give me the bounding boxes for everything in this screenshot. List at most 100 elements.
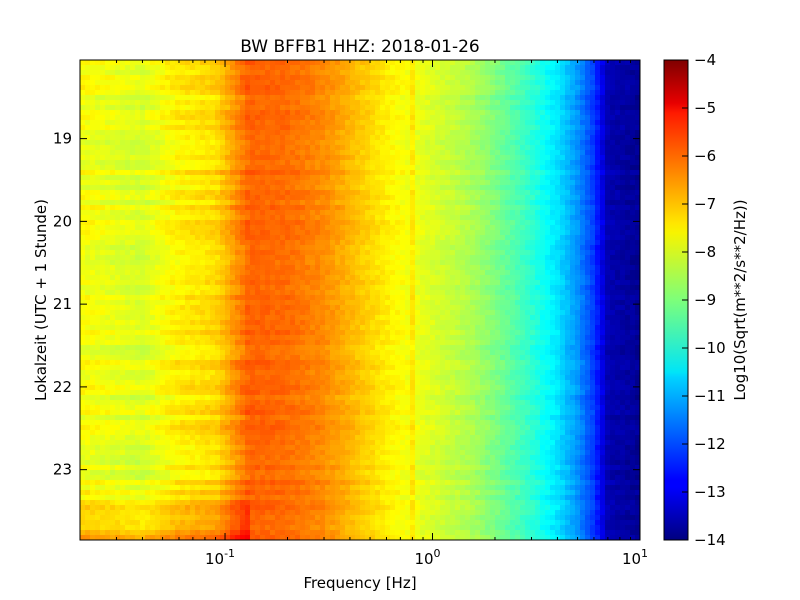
heatmap-cell [130, 225, 136, 231]
heatmap-cell [490, 260, 496, 266]
heatmap-cell [575, 65, 581, 71]
heatmap-cell [265, 235, 271, 241]
heatmap-cell [565, 175, 571, 181]
heatmap-cell [340, 90, 346, 96]
heatmap-cell [170, 195, 176, 201]
heatmap-cell [170, 70, 176, 76]
heatmap-cell [515, 155, 521, 161]
heatmap-cell [415, 210, 421, 216]
heatmap-cell [245, 245, 251, 251]
heatmap-cell [235, 200, 241, 206]
heatmap-cell [215, 255, 221, 261]
heatmap-cell [215, 185, 221, 191]
heatmap-cell [240, 125, 246, 131]
heatmap-cell [615, 135, 621, 141]
heatmap-cell [310, 60, 316, 66]
heatmap-cell [130, 270, 136, 276]
heatmap-cell [160, 95, 166, 101]
heatmap-cell [335, 265, 341, 271]
heatmap-cell [470, 245, 476, 251]
heatmap-cell [305, 235, 311, 241]
heatmap-cell [410, 185, 416, 191]
heatmap-cell [305, 110, 311, 116]
heatmap-cell [300, 230, 306, 236]
heatmap-cell [375, 225, 381, 231]
heatmap-cell [485, 270, 491, 276]
heatmap-cell [330, 70, 336, 76]
heatmap-cell [450, 225, 456, 231]
heatmap-cell [220, 80, 226, 86]
heatmap-cell [345, 125, 351, 131]
heatmap-cell [190, 145, 196, 151]
heatmap-cell [540, 130, 546, 136]
heatmap-cell [295, 80, 301, 86]
heatmap-cell [570, 210, 576, 216]
heatmap-cell [100, 280, 106, 286]
heatmap-cell [560, 105, 566, 111]
heatmap-cell [110, 220, 116, 226]
heatmap-cell [340, 160, 346, 166]
heatmap-cell [455, 150, 461, 156]
heatmap-cell [285, 110, 291, 116]
heatmap-cell [625, 100, 631, 106]
heatmap-cell [210, 125, 216, 131]
heatmap-cell [245, 205, 251, 211]
heatmap-cell [535, 100, 541, 106]
heatmap-cell [375, 65, 381, 71]
heatmap-cell [200, 155, 206, 161]
heatmap-cell [355, 195, 361, 201]
heatmap-cell [445, 165, 451, 171]
heatmap-cell [395, 185, 401, 191]
heatmap-cell [510, 245, 516, 251]
heatmap-cell [415, 70, 421, 76]
heatmap-cell [590, 275, 596, 281]
heatmap-cell [450, 75, 456, 81]
heatmap-cell [405, 235, 411, 241]
heatmap-cell [620, 155, 626, 161]
heatmap-cell [300, 100, 306, 106]
heatmap-cell [595, 190, 601, 196]
heatmap-cell [485, 130, 491, 136]
heatmap-cell [435, 170, 441, 176]
heatmap-cell [480, 205, 486, 211]
heatmap-cell [625, 260, 631, 266]
heatmap-cell [470, 140, 476, 146]
heatmap-cell [195, 220, 201, 226]
heatmap-cell [160, 105, 166, 111]
heatmap-cell [340, 280, 346, 286]
heatmap-cell [610, 70, 616, 76]
heatmap-cell [360, 215, 366, 221]
heatmap-cell [575, 190, 581, 196]
heatmap-cell [175, 265, 181, 271]
heatmap-cell [210, 110, 216, 116]
heatmap-cell [235, 240, 241, 246]
heatmap-cell [130, 95, 136, 101]
heatmap-cell [520, 110, 526, 116]
heatmap-cell [530, 90, 536, 96]
heatmap-cell [415, 165, 421, 171]
heatmap-cell [175, 100, 181, 106]
heatmap-cell [400, 65, 406, 71]
heatmap-cell [305, 125, 311, 131]
heatmap-cell [115, 270, 121, 276]
heatmap-cell [385, 200, 391, 206]
heatmap-cell [455, 100, 461, 106]
heatmap-cell [580, 90, 586, 96]
heatmap-cell [125, 130, 131, 136]
heatmap-cell [200, 95, 206, 101]
heatmap-cell [315, 185, 321, 191]
heatmap-cell [265, 275, 271, 281]
heatmap-cell [110, 120, 116, 126]
heatmap-cell [370, 225, 376, 231]
heatmap-cell [485, 100, 491, 106]
heatmap-cell [210, 260, 216, 266]
heatmap-cell [215, 90, 221, 96]
heatmap-cell [445, 65, 451, 71]
heatmap-cell [320, 85, 326, 91]
heatmap-cell [330, 90, 336, 96]
heatmap-cell [220, 205, 226, 211]
heatmap-cell [605, 115, 611, 121]
heatmap-cell [465, 210, 471, 216]
heatmap-cell [260, 255, 266, 261]
heatmap-cell [300, 210, 306, 216]
